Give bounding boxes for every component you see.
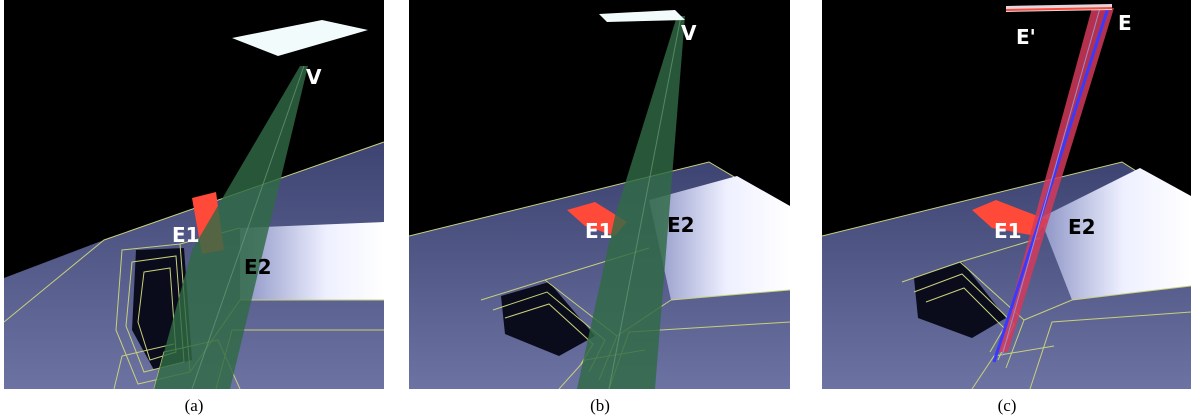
label-e: E — [1118, 11, 1132, 35]
segment-blue-line — [992, 7, 1110, 363]
render-panel-c: E' E E1 E2 — [822, 0, 1191, 389]
scene-a: V E1 E2 — [4, 20, 384, 389]
render-panel-b: V E1 E2 — [409, 0, 790, 389]
label-e-prime: E' — [1016, 25, 1036, 49]
label-e1: E1 — [172, 223, 200, 247]
floor-edge — [4, 141, 384, 323]
light-source-v — [232, 20, 368, 56]
label-e2: E2 — [244, 255, 272, 279]
caption-c: (c) — [997, 396, 1017, 415]
edge-e1-highlight — [972, 200, 1048, 236]
edge-e1-highlight — [567, 202, 627, 236]
raised-block — [240, 222, 384, 300]
dark-cavity — [914, 262, 1006, 338]
raised-block — [1040, 168, 1191, 300]
light-source-v — [599, 10, 685, 22]
label-e2: E2 — [667, 213, 695, 237]
scene-c: E' E E1 E2 — [822, 4, 1191, 389]
shadow-volume — [154, 66, 308, 389]
render-panel-a: V E1 E2 — [4, 0, 384, 389]
label-e2: E2 — [1068, 215, 1096, 239]
label-v: V — [681, 21, 697, 45]
shadow-volume — [577, 16, 685, 389]
caption-a: (a) — [184, 396, 204, 415]
scene-b: V E1 E2 — [409, 10, 790, 389]
label-e1: E1 — [585, 219, 613, 243]
raised-block — [649, 176, 790, 300]
label-v: V — [306, 65, 322, 89]
label-e1: E1 — [994, 219, 1022, 243]
dark-cavity — [501, 282, 595, 356]
caption-b: (b) — [590, 396, 610, 415]
